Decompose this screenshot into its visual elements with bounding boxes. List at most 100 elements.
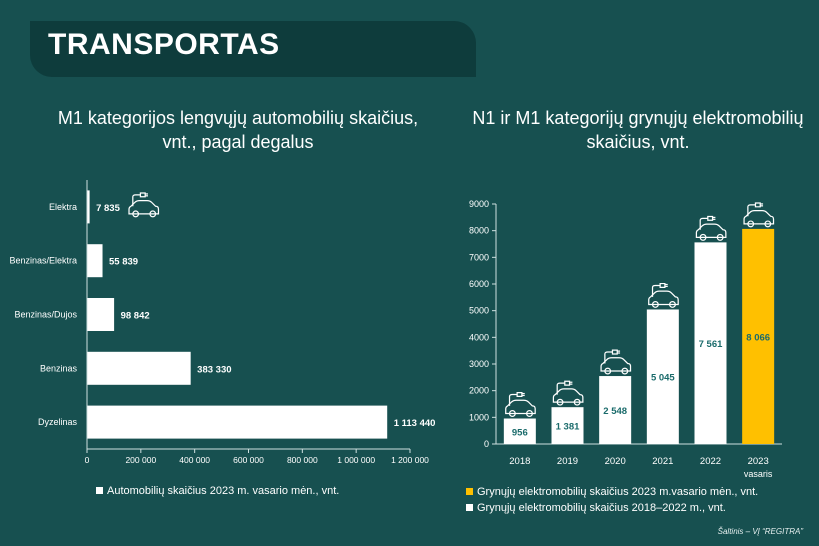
right-value-label: 8 066 [746,332,770,343]
left-bar [87,190,90,224]
left-x-tick-label: 0 [85,455,90,465]
right-category-label: 2019 [557,456,578,467]
car-body [648,290,679,306]
car-wheel [556,398,564,406]
charge-cable [556,382,565,395]
left-value-label: 98 842 [121,311,150,322]
left-category-label: Benzinas [40,363,78,373]
charge-plug [707,215,714,221]
electric-car-icon [648,282,679,308]
car-body [505,399,536,415]
left-bar [87,298,115,331]
car-body [552,388,584,403]
left-value-label: 7 835 [96,203,120,214]
legend-swatch-white [96,487,103,494]
right-legend-label-2018-2022: Grynųjų elektromobilių skaičius 2018–202… [477,502,726,514]
car-wheel [699,233,707,241]
left-category-label: Dyzelinas [38,417,78,427]
legend-swatch-yellow [466,488,473,495]
right-bar [599,376,632,444]
car-wheel [747,220,755,228]
right-y-tick-label: 1000 [469,412,489,422]
right-bar [742,228,775,444]
electric-car-icon [600,349,632,375]
right-value-label: 956 [512,427,528,438]
charge-plug [611,349,618,355]
charge-cable [651,284,661,297]
left-value-label: 55 839 [109,257,138,268]
right-y-tick-label: 3000 [469,359,489,369]
header-band [30,21,476,77]
electric-car-icon [743,202,775,228]
electric-car-icon [552,380,584,406]
left-x-tick-label: 800 000 [287,455,318,465]
left-x-tick-label: 1 000 000 [337,455,375,465]
car-body [128,199,160,215]
left-category-label: Elektra [49,202,77,212]
charge-cable [604,351,613,364]
car-wheel [764,220,772,228]
charge-cable [747,204,756,217]
right-value-label: 2 548 [603,406,627,417]
right-category-sublabel: vasaris [744,469,773,479]
car-body [695,223,727,238]
car-wheel [526,410,533,417]
right-bar [694,242,727,444]
electric-car-icon [505,391,536,417]
right-y-tick-label: 7000 [469,252,489,262]
right-value-label: 5 045 [651,373,675,384]
source-note: Šaltinis – VĮ “REGITRA” [717,527,803,536]
left-value-label: 1 113 440 [394,418,436,429]
right-y-tick-label: 6000 [469,279,489,289]
right-y-tick-label: 9000 [469,199,489,209]
car-wheel [149,210,157,218]
charge-plug [659,282,666,288]
charge-plug [516,391,523,398]
left-x-tick-label: 200 000 [125,455,156,465]
charge-plug [754,202,761,208]
right-legend-item-2023: Grynųjų elektromobilių skaičius 2023 m.v… [466,486,758,498]
left-category-label: Benzinas/Elektra [9,256,77,266]
right-y-tick-label: 8000 [469,226,489,236]
car-wheel [132,210,140,218]
right-category-label: 2018 [509,456,530,467]
right-y-tick-label: 0 [484,439,489,449]
right-y-tick-label: 2000 [469,386,489,396]
right-y-tick-label: 4000 [469,332,489,342]
left-x-tick-label: 1 200 000 [391,455,429,465]
right-category-label: 2020 [605,456,626,467]
left-bar [87,405,388,439]
right-category-label: 2021 [652,456,673,467]
right-chart-title: N1 ir M1 kategorijų grynųjų elektromobil… [472,108,804,152]
charge-cable [132,194,141,207]
right-bar [551,407,584,444]
left-bar [87,351,191,385]
charge-cable [508,393,518,406]
left-value-label: 383 330 [197,364,231,375]
electric-car-icon [695,215,727,241]
left-category-label: Benzinas/Dujos [14,310,77,320]
right-category-label: 2022 [700,456,721,467]
right-bar [503,418,536,444]
left-x-tick-label: 600 000 [233,455,264,465]
car-wheel [651,300,659,308]
charge-cable [699,217,708,230]
left-legend: Automobilių skaičius 2023 m. vasario mėn… [96,485,339,497]
car-body [600,357,632,372]
right-legend-item-2018-2022: Grynųjų elektromobilių skaičius 2018–202… [466,502,726,514]
right-legend-label-2023: Grynųjų elektromobilių skaičius 2023 m.v… [477,486,759,498]
left-chart-title: M1 kategorijos lengvųjų automobilių skai… [57,108,419,152]
charge-plug [139,192,146,198]
legend-swatch-white [466,504,473,511]
left-legend-label: Automobilių skaičius 2023 m. vasario mėn… [107,485,340,497]
car-wheel [669,300,676,308]
left-x-tick-label: 400 000 [179,455,210,465]
right-category-label: 2023 [748,456,769,467]
left-bar [87,244,103,278]
electric-car-icon [128,192,160,218]
right-bar [646,309,679,444]
car-wheel [604,367,612,375]
charge-plug [564,380,571,386]
